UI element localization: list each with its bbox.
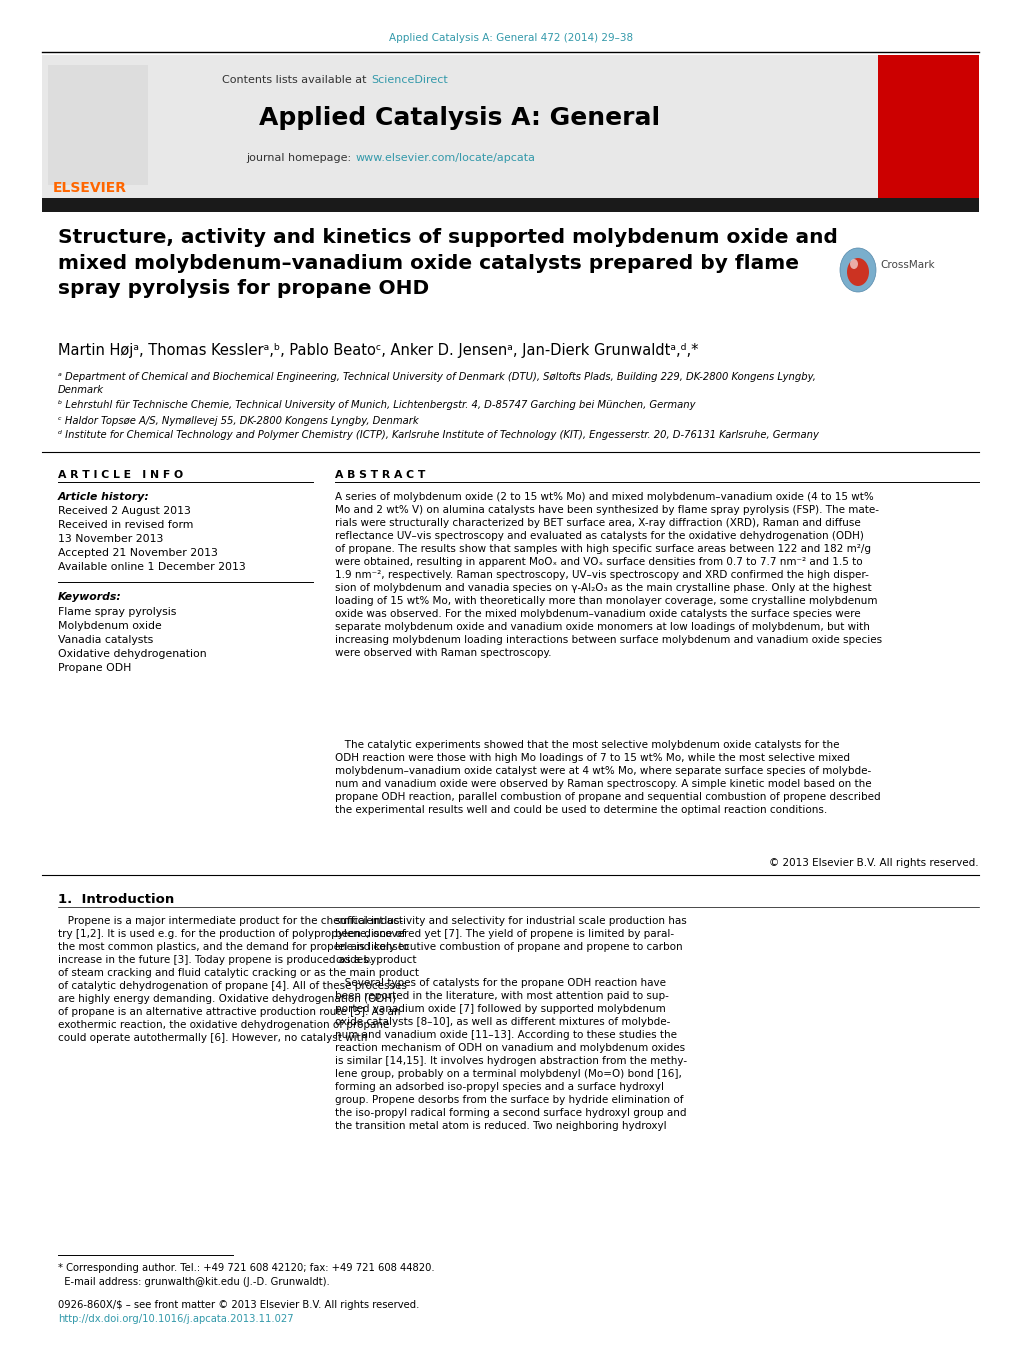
Bar: [878, 55, 979, 199]
Text: Applied Catalysis A: General 472 (2014) 29–38: Applied Catalysis A: General 472 (2014) …: [389, 32, 633, 43]
Text: ᵈ Institute for Chemical Technology and Polymer Chemistry (ICTP), Karlsruhe Inst: ᵈ Institute for Chemical Technology and …: [58, 430, 819, 440]
Text: A R T I C L E   I N F O: A R T I C L E I N F O: [58, 470, 183, 480]
Text: * Corresponding author. Tel.: +49 721 608 42120; fax: +49 721 608 44820.: * Corresponding author. Tel.: +49 721 60…: [58, 1263, 435, 1273]
Text: Molybdenum oxide: Molybdenum oxide: [58, 621, 161, 631]
Text: ScienceDirect: ScienceDirect: [371, 76, 448, 85]
Text: Several types of catalysts for the propane ODH reaction have
been reported in th: Several types of catalysts for the propa…: [335, 978, 687, 1131]
Text: Propane ODH: Propane ODH: [58, 663, 132, 673]
Text: ELSEVIER: ELSEVIER: [53, 181, 127, 195]
Text: Propene is a major intermediate product for the chemical indus-
try [1,2]. It is: Propene is a major intermediate product …: [58, 916, 419, 1043]
Text: 0926-860X/$ – see front matter © 2013 Elsevier B.V. All rights reserved.: 0926-860X/$ – see front matter © 2013 El…: [58, 1300, 420, 1310]
Text: Applied Catalysis A: General: Applied Catalysis A: General: [259, 105, 661, 130]
Text: Oxidative dehydrogenation: Oxidative dehydrogenation: [58, 648, 206, 659]
Ellipse shape: [847, 258, 869, 286]
Text: 13 November 2013: 13 November 2013: [58, 534, 163, 544]
Text: ᵇ Lehrstuhl für Technische Chemie, Technical University of Munich, Lichtenbergst: ᵇ Lehrstuhl für Technische Chemie, Techn…: [58, 400, 695, 409]
Bar: [42, 55, 878, 199]
Text: © 2013 Elsevier B.V. All rights reserved.: © 2013 Elsevier B.V. All rights reserved…: [770, 858, 979, 867]
Ellipse shape: [840, 249, 876, 292]
Text: Received in revised form: Received in revised form: [58, 520, 193, 530]
Text: Structure, activity and kinetics of supported molybdenum oxide and
mixed molybde: Structure, activity and kinetics of supp…: [58, 228, 838, 299]
Text: A series of molybdenum oxide (2 to 15 wt% Mo) and mixed molybdenum–vanadium oxid: A series of molybdenum oxide (2 to 15 wt…: [335, 492, 882, 658]
Text: www.elsevier.com/locate/apcata: www.elsevier.com/locate/apcata: [356, 153, 536, 163]
Bar: [42, 55, 157, 199]
Bar: [42, 199, 979, 212]
Text: journal homepage:: journal homepage:: [246, 153, 355, 163]
Text: Received 2 August 2013: Received 2 August 2013: [58, 507, 191, 516]
Text: Vanadia catalysts: Vanadia catalysts: [58, 635, 153, 644]
Text: http://dx.doi.org/10.1016/j.apcata.2013.11.027: http://dx.doi.org/10.1016/j.apcata.2013.…: [58, 1315, 294, 1324]
Text: A B S T R A C T: A B S T R A C T: [335, 470, 426, 480]
Text: E-mail address: grunwalth@kit.edu (J.-D. Grunwaldt).: E-mail address: grunwalth@kit.edu (J.-D.…: [58, 1277, 330, 1288]
Text: Flame spray pyrolysis: Flame spray pyrolysis: [58, 607, 177, 617]
Text: Accepted 21 November 2013: Accepted 21 November 2013: [58, 549, 217, 558]
Text: Contents lists available at: Contents lists available at: [222, 76, 370, 85]
Text: Keywords:: Keywords:: [58, 592, 121, 603]
Text: Martin Højᵃ, Thomas Kesslerᵃ,ᵇ, Pablo Beatoᶜ, Anker D. Jensenᵃ, Jan-Dierk Grunwa: Martin Højᵃ, Thomas Kesslerᵃ,ᵇ, Pablo Be…: [58, 343, 698, 358]
Text: Available online 1 December 2013: Available online 1 December 2013: [58, 562, 246, 571]
Bar: [48, 65, 148, 185]
Ellipse shape: [850, 259, 858, 269]
Text: 1.  Introduction: 1. Introduction: [58, 893, 175, 907]
Text: ᵃ Department of Chemical and Biochemical Engineering, Technical University of De: ᵃ Department of Chemical and Biochemical…: [58, 372, 816, 394]
Text: Article history:: Article history:: [58, 492, 150, 503]
Text: The catalytic experiments showed that the most selective molybdenum oxide cataly: The catalytic experiments showed that th…: [335, 740, 881, 815]
Text: ᶜ Haldor Topsøe A/S, Nymøllevej 55, DK-2800 Kongens Lyngby, Denmark: ᶜ Haldor Topsøe A/S, Nymøllevej 55, DK-2…: [58, 416, 419, 426]
Text: CrossMark: CrossMark: [880, 259, 934, 270]
Text: sufficient activity and selectivity for industrial scale production has
been dis: sufficient activity and selectivity for …: [335, 916, 687, 965]
